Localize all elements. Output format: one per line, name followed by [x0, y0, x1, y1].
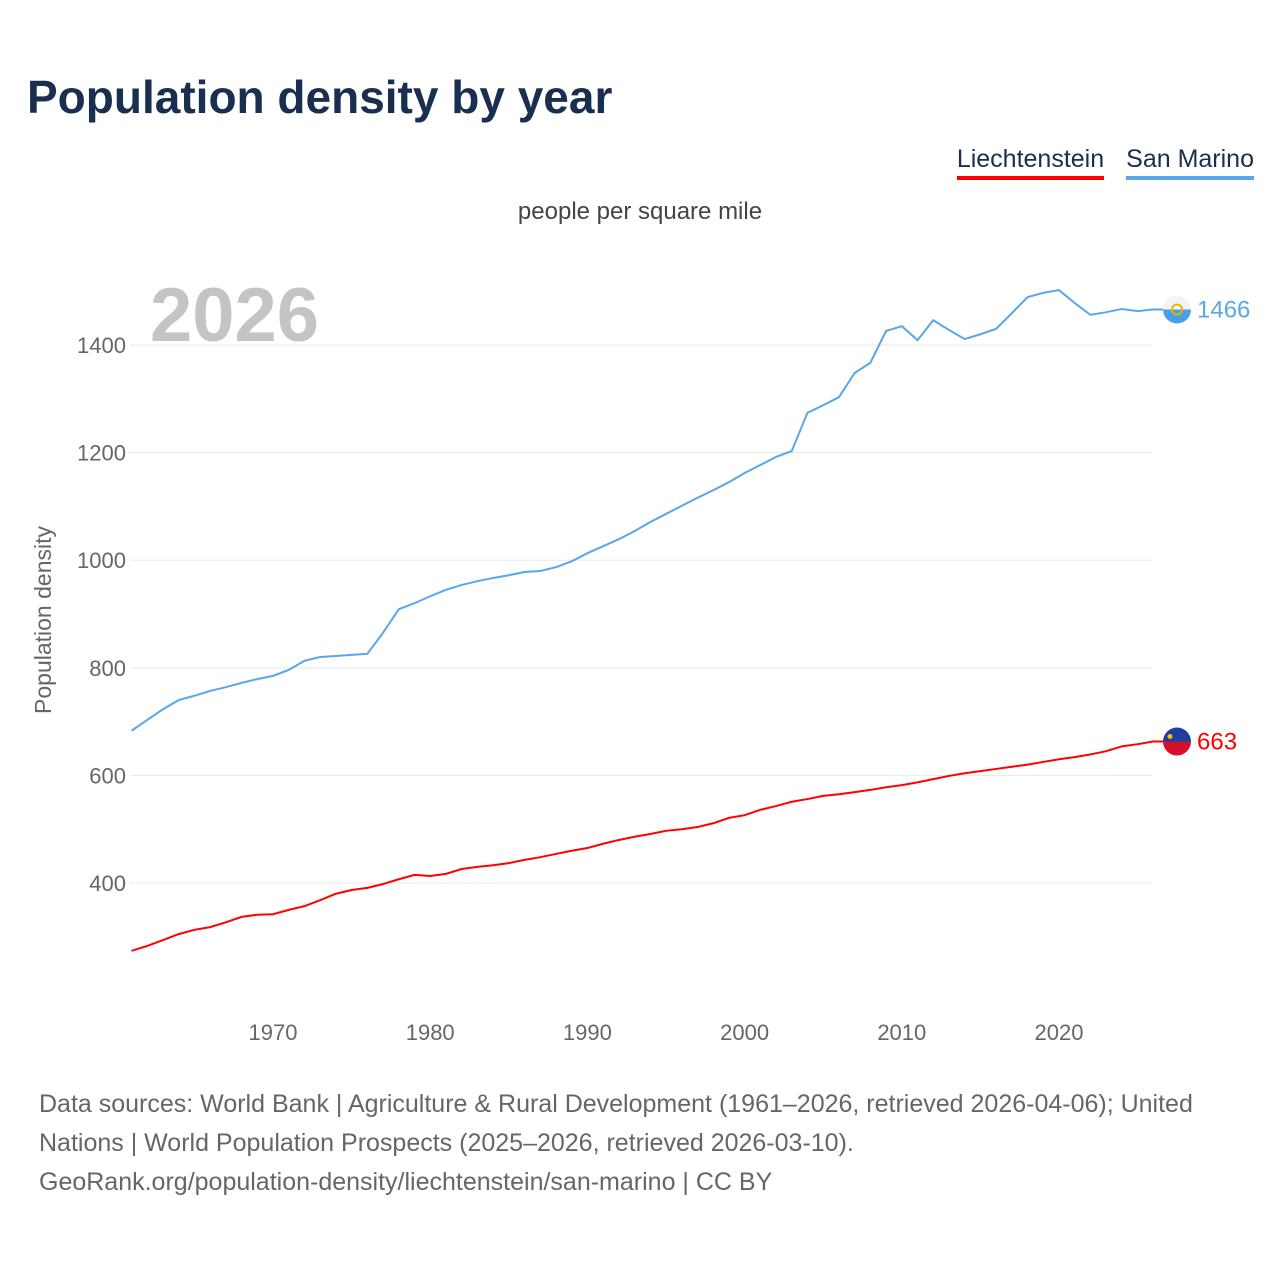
- y-tick-label: 600: [89, 763, 126, 788]
- source-note: Data sources: World Bank | Agriculture &…: [39, 1085, 1249, 1202]
- x-tick-label: 2020: [1035, 1020, 1084, 1045]
- legend-liechtenstein[interactable]: Liechtenstein: [956, 145, 1105, 180]
- chart-subtitle: people per square mile: [517, 198, 763, 225]
- flag-icon-san-marino: [1163, 309, 1191, 324]
- chart-title: Population density by year: [27, 71, 613, 123]
- y-tick-label: 1400: [77, 333, 126, 358]
- y-tick-label: 400: [89, 871, 126, 896]
- source-line-1: Data sources: World Bank | Agriculture &…: [39, 1090, 1193, 1157]
- series-line-san-marino: [130, 289, 1154, 732]
- x-tick-label: 1980: [406, 1020, 455, 1045]
- x-tick-label: 1990: [563, 1020, 612, 1045]
- flag-icon-liechtenstein: [1163, 727, 1191, 742]
- end-value-label: 663: [1197, 729, 1237, 756]
- year-watermark: 2026: [150, 273, 319, 358]
- y-tick-label: 1000: [77, 548, 126, 573]
- x-tick-label: 2000: [720, 1020, 769, 1045]
- flag-icon-san-marino: [1163, 295, 1191, 310]
- y-tick-label: 800: [89, 656, 126, 681]
- x-tick-label: 1970: [249, 1020, 298, 1045]
- crown-icon: [1167, 734, 1173, 740]
- source-line-2: GeoRank.org/population-density/liechtens…: [39, 1168, 773, 1196]
- end-value-label: 1466: [1197, 296, 1250, 323]
- y-tick-label: 1200: [77, 441, 126, 466]
- series-line-liechtenstein: [131, 740, 1154, 952]
- flag-icon-liechtenstein: [1163, 741, 1191, 756]
- legend: Liechtenstein San Marino: [956, 145, 1254, 180]
- legend-san-marino[interactable]: San Marino: [1126, 145, 1254, 180]
- emblem-icon: [1171, 303, 1183, 316]
- y-axis-label: Population density: [30, 526, 56, 714]
- x-tick-label: 2010: [877, 1020, 926, 1045]
